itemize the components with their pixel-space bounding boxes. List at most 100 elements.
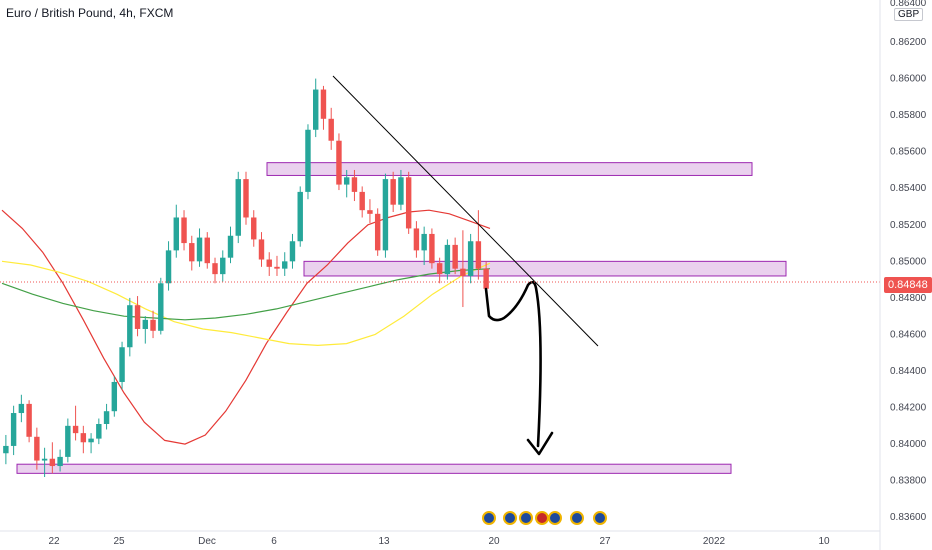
candle-body <box>382 179 389 251</box>
flag-eu-icon[interactable] <box>519 511 533 525</box>
current-price-label: 0.84848 <box>884 277 932 293</box>
candle-body <box>111 381 118 412</box>
time-tick-label: Dec <box>198 536 216 547</box>
candle-body <box>173 217 179 251</box>
candle-body <box>436 263 443 275</box>
time-tick-label: 10 <box>818 536 830 547</box>
candlesticks <box>3 78 489 477</box>
candle-body <box>65 425 71 457</box>
candle-body <box>96 424 102 439</box>
price-tick-label: 0.85600 <box>890 147 927 158</box>
price-tick-label: 0.86000 <box>890 74 927 85</box>
candle-body <box>134 305 141 329</box>
candle-body <box>3 445 9 454</box>
candle-body <box>150 319 156 331</box>
candle-body <box>34 436 40 461</box>
price-tick-label: 0.84800 <box>890 293 927 304</box>
price-tick-label: 0.85800 <box>890 110 927 121</box>
price-tick-label: 0.84400 <box>890 366 927 377</box>
candle-body <box>374 213 381 251</box>
price-tick-label: 0.86200 <box>890 37 927 48</box>
price-tick-label: 0.83800 <box>890 476 927 487</box>
candle-body <box>483 268 489 289</box>
candle-body <box>189 243 195 262</box>
time-tick-label: 20 <box>488 536 500 547</box>
candle-body <box>49 458 56 467</box>
price-axis[interactable]: 0.83600 0.83800 0.84000 0.84200 0.84400 0.846… <box>890 0 927 523</box>
candle-body <box>41 458 48 461</box>
symbol-title: Euro / British Pound, 4h, FXCM <box>6 6 174 20</box>
candle-body <box>367 210 373 214</box>
moving-average-line <box>1 260 491 347</box>
candle-body <box>274 266 280 269</box>
time-tick-label: 6 <box>271 536 277 547</box>
candle-body <box>460 268 466 276</box>
candle-body <box>158 283 164 331</box>
price-zone <box>303 260 787 277</box>
candle-body <box>313 89 319 130</box>
candle-body <box>444 244 451 275</box>
time-axis[interactable]: 22 25 Dec 6 13 20 27 2022 10 <box>48 536 830 547</box>
candle-body <box>251 217 257 240</box>
candle-body <box>212 263 218 275</box>
flag-uk-icon[interactable] <box>535 511 549 525</box>
candle-body <box>297 191 303 242</box>
candle-body <box>359 191 365 211</box>
candle-body <box>142 319 149 329</box>
candle-body <box>10 413 17 446</box>
candle-body <box>181 217 187 244</box>
flag-eu-icon[interactable] <box>593 511 607 525</box>
support-resistance-zones <box>16 162 787 474</box>
flag-eu-icon[interactable] <box>482 511 496 525</box>
candle-body <box>196 237 203 262</box>
candle-body <box>429 233 435 264</box>
currency-badge[interactable]: GBP <box>894 8 924 21</box>
candle-body <box>328 118 334 141</box>
candle-body <box>258 239 265 260</box>
candle-body <box>336 140 342 185</box>
price-tick-label: 0.84600 <box>890 329 927 340</box>
candle-body <box>305 129 311 192</box>
price-tick-label: 0.86400 <box>890 0 927 9</box>
candle-body <box>235 179 241 236</box>
price-tick-label: 0.84200 <box>890 403 927 414</box>
trendline[interactable] <box>332 75 599 347</box>
candle-body <box>475 241 482 269</box>
price-tick-label: 0.83600 <box>890 512 927 523</box>
hand-drawn-arrow-path <box>484 280 554 456</box>
user-drawings <box>332 75 599 456</box>
time-tick-label: 2022 <box>703 536 726 547</box>
candle-body <box>80 433 87 443</box>
candle-body <box>26 403 32 437</box>
candle-body <box>119 347 125 382</box>
candle-body <box>204 237 210 264</box>
candle-body <box>413 228 420 251</box>
candle-body <box>398 177 404 205</box>
candle-body <box>220 257 226 275</box>
candle-body <box>103 411 110 424</box>
candle-body <box>452 244 458 269</box>
candle-body <box>421 233 427 251</box>
price-tick-label: 0.84000 <box>890 439 927 450</box>
candle-body <box>243 179 249 218</box>
price-tick-label: 0.85200 <box>890 220 927 231</box>
candle-body <box>405 177 412 229</box>
price-zone <box>266 162 753 176</box>
candle-body <box>320 89 327 119</box>
candle-body <box>18 403 25 414</box>
candle-body <box>343 177 350 185</box>
candle-body <box>467 241 474 276</box>
flag-eu-icon[interactable] <box>503 511 517 525</box>
flag-eu-icon[interactable] <box>548 511 562 525</box>
candle-body <box>266 259 272 267</box>
flag-eu-icon[interactable] <box>570 511 584 525</box>
price-tick-label: 0.85400 <box>890 183 927 194</box>
candle-body <box>72 425 79 434</box>
time-tick-label: 22 <box>48 536 60 547</box>
candle-body <box>351 177 358 192</box>
candle-body <box>57 456 63 467</box>
price-zone <box>16 463 732 474</box>
price-tick-label: 0.85000 <box>890 256 927 267</box>
candle-body <box>165 250 172 284</box>
